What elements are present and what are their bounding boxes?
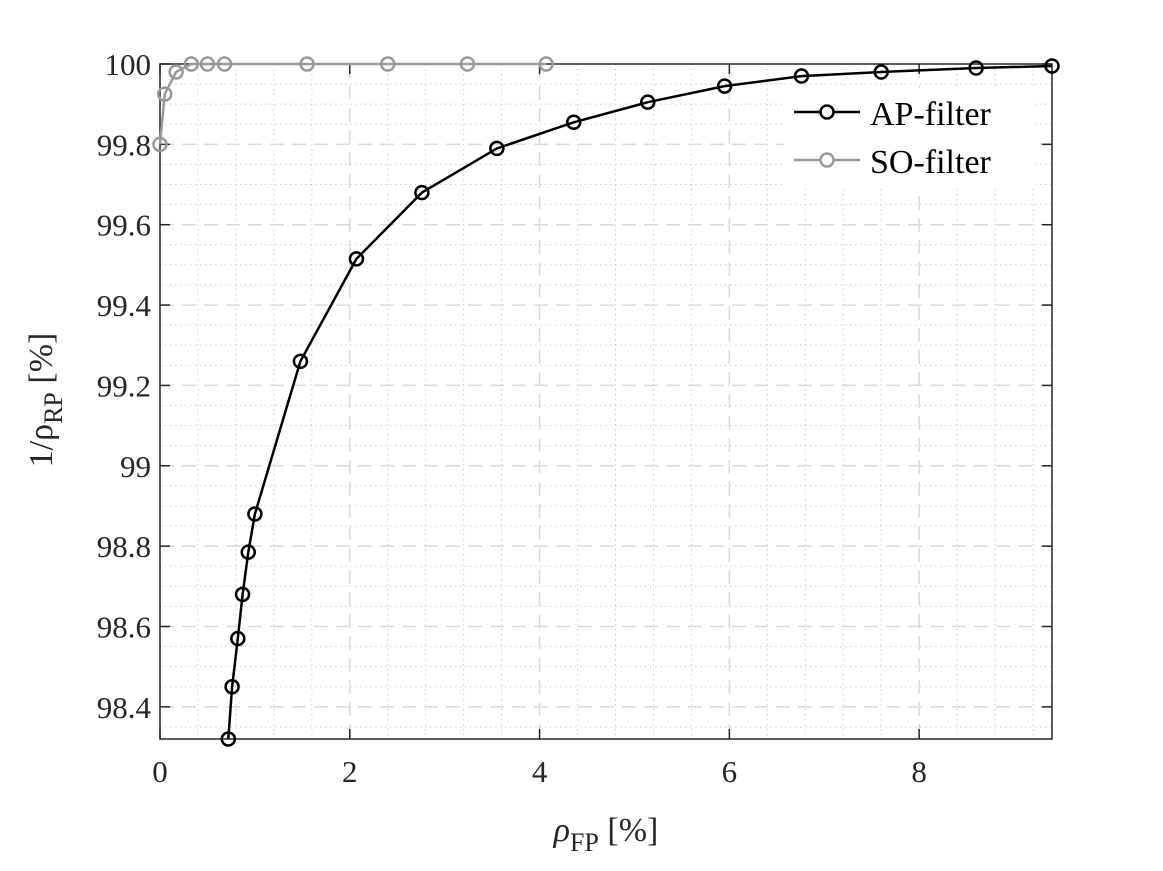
legend-item-so-filter: SO-filter: [794, 144, 992, 181]
data-point-so-filter: [168, 64, 184, 80]
axis-ticks: [159, 63, 1052, 739]
data-point-ap-filter: [414, 184, 430, 201]
series-so-filter: [152, 56, 554, 153]
data-point-ap-filter: [873, 64, 889, 80]
y-tick-label: 99.8: [97, 127, 151, 162]
data-point-so-filter: [156, 86, 173, 102]
x-tick-label: 8: [911, 754, 927, 789]
y-tick-label: 99.4: [97, 288, 152, 323]
data-point-so-filter: [459, 56, 476, 72]
y-tick-label: 99.2: [97, 368, 151, 403]
data-point-so-filter: [299, 56, 315, 72]
plot-frame: [159, 63, 1053, 740]
data-point-so-filter: [183, 56, 200, 72]
y-tick-label: 99.6: [97, 208, 151, 243]
legend-marker-ap-filter: [819, 104, 835, 120]
data-point-ap-filter: [220, 731, 237, 747]
legend-item-ap-filter: AP-filter: [794, 96, 992, 133]
data-point-ap-filter: [292, 353, 309, 370]
tick-labels: 0 2 4 6 8 98.4 98.6 98.8 99 99.2 99.4 99.6 99.8 100: [97, 47, 927, 789]
y-tick-label: 98.8: [97, 529, 151, 564]
data-point-so-filter: [538, 56, 554, 72]
data-point-ap-filter: [565, 114, 582, 131]
x-tick-label: 0: [152, 754, 168, 789]
data-point-so-filter: [199, 56, 216, 72]
data-point-ap-filter: [230, 630, 246, 647]
data-point-ap-filter: [224, 679, 240, 695]
legend-marker-so-filter: [819, 152, 835, 168]
x-tick-label: 2: [342, 754, 358, 789]
minor-grid: [160, 64, 1052, 739]
data-point-ap-filter: [489, 140, 505, 157]
data-point-ap-filter: [640, 94, 656, 110]
data-point-ap-filter: [348, 251, 365, 267]
legend-label-ap-filter: AP-filter: [870, 96, 992, 133]
data-point-ap-filter: [1044, 58, 1060, 74]
series-ap-filter: [220, 58, 1060, 747]
y-tick-label: 99: [120, 449, 151, 484]
x-axis-title: ρFP [%]: [553, 812, 659, 857]
y-axis-title: 1/ρRP [%]: [23, 333, 68, 468]
legend: AP-filter SO-filter: [784, 88, 1034, 188]
data-point-so-filter: [152, 136, 168, 153]
data-point-so-filter: [379, 56, 396, 72]
series-line-so-filter: [158, 62, 547, 145]
data-point-ap-filter: [247, 506, 263, 522]
data-point-ap-filter: [968, 60, 984, 76]
x-tick-label: 6: [722, 754, 738, 789]
series-line-ap-filter: [227, 64, 1053, 740]
data-point-ap-filter: [234, 586, 251, 603]
x-tick-label: 4: [532, 754, 548, 789]
data-point-ap-filter: [716, 78, 733, 94]
series-layer: [152, 56, 1060, 747]
data-point-so-filter: [216, 56, 233, 72]
y-tick-label: 98.6: [97, 610, 151, 645]
y-tick-label: 98.4: [97, 690, 152, 725]
data-point-ap-filter: [240, 544, 257, 560]
data-point-ap-filter: [793, 68, 810, 84]
legend-label-so-filter: SO-filter: [870, 144, 992, 181]
y-tick-label: 100: [105, 47, 152, 82]
